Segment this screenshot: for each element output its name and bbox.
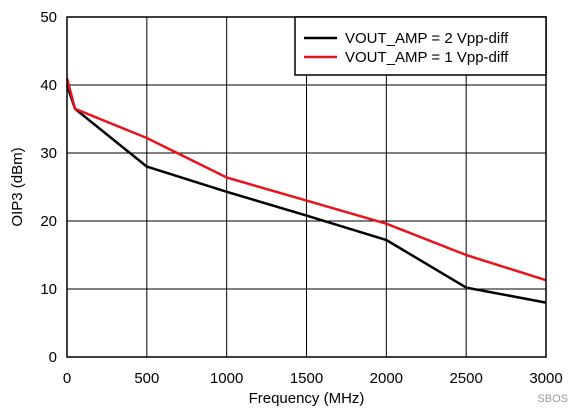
x-tick-label: 2500 — [449, 370, 482, 387]
x-tick-label: 1000 — [210, 370, 243, 387]
legend-entry-label: VOUT_AMP = 2 Vpp-diff — [345, 30, 509, 47]
y-tick-label: 20 — [40, 213, 57, 230]
legend-box — [294, 16, 547, 76]
tick-labels: 0 500 1000 1500 2000 2500 3000 0 10 20 30 40 50 — [40, 9, 562, 387]
y-tick-label: 0 — [49, 349, 57, 366]
x-axis-label: Frequency (MHz) — [249, 390, 365, 407]
x-tick-label: 1500 — [290, 370, 323, 387]
x-tick-label: 3000 — [529, 370, 562, 387]
y-axis-label: OIP3 (dBm) — [9, 147, 26, 226]
series-line-2 — [65, 77, 547, 282]
legend-entry-label: VOUT_AMP = 1 Vpp-diff — [345, 49, 509, 66]
x-tick-label: 500 — [134, 370, 159, 387]
x-tick-label: 0 — [63, 370, 71, 387]
y-tick-label: 40 — [40, 77, 57, 94]
y-tick-label: 10 — [40, 281, 57, 298]
series-line-1 — [65, 84, 547, 304]
series-layer — [65, 77, 547, 304]
y-tick-label: 50 — [40, 9, 57, 26]
x-tick-label: 2000 — [370, 370, 403, 387]
y-tick-label: 30 — [40, 145, 57, 162]
legend: VOUT_AMP = 2 Vpp-diff VOUT_AMP = 1 Vpp-di… — [294, 16, 547, 76]
watermark-text: SBOS — [537, 393, 568, 405]
